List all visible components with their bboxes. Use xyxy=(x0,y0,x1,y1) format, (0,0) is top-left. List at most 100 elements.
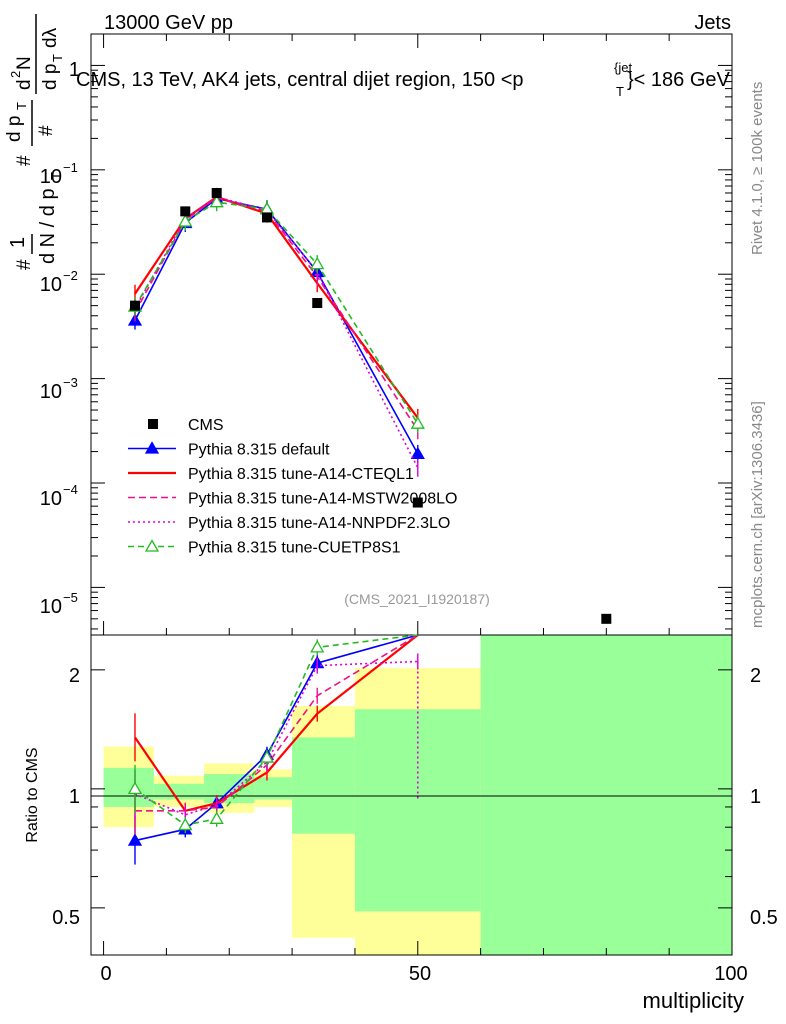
series-marker xyxy=(178,214,193,227)
legend-label: Pythia 8.315 tune-A14-NNPDF2.3LO xyxy=(188,515,450,532)
legend-marker xyxy=(144,441,160,454)
legend-item: Pythia 8.315 tune-A14-NNPDF2.3LO xyxy=(128,515,450,532)
series-line xyxy=(134,196,419,431)
data-point xyxy=(261,212,272,223)
svg-text:−2: −2 xyxy=(63,268,78,283)
svg-text:T: T xyxy=(48,172,63,180)
svg-text:#: # xyxy=(36,125,57,136)
series-line xyxy=(134,195,419,419)
data-point xyxy=(211,187,222,198)
svg-text:10: 10 xyxy=(40,381,62,403)
legend-item: CMS xyxy=(148,417,224,434)
data-points xyxy=(129,187,612,624)
data-point xyxy=(180,206,191,217)
svg-text:1: 1 xyxy=(7,237,29,248)
ratio-marker xyxy=(127,833,143,846)
svg-text:#: # xyxy=(14,155,35,166)
legend-item: Pythia 8.315 tune-CUETP8S1 xyxy=(128,539,401,557)
ratio-marker xyxy=(178,817,193,831)
series-line xyxy=(134,201,419,425)
x-tick-label: 50 xyxy=(409,963,431,985)
y-tick-label: 1 xyxy=(69,59,80,81)
svg-text:−3: −3 xyxy=(63,375,78,390)
svg-text:#: # xyxy=(14,259,35,270)
band-inner xyxy=(292,737,355,834)
svg-text:−5: −5 xyxy=(63,590,78,605)
ratio-marker xyxy=(209,811,224,824)
band-inner xyxy=(204,774,255,804)
plot-title-main: CMS, 13 TeV, AK4 jets, central dijet reg… xyxy=(76,69,524,91)
x-tick-label: 0 xyxy=(100,963,111,985)
y-tick-label: 10 −5 xyxy=(40,590,78,618)
svg-text:d: d xyxy=(14,79,35,90)
series-marker xyxy=(209,194,224,208)
series-line xyxy=(134,197,419,455)
ratio-marker xyxy=(259,750,275,763)
svg-text:d p: d p xyxy=(4,116,25,142)
ratio-marker xyxy=(310,640,325,653)
ratio-y-tick-right: 1 xyxy=(750,786,761,808)
plot-title-sub: T xyxy=(616,84,624,99)
mcplots-label: mcplots.cern.ch [arXiv:1306.3436] xyxy=(749,401,766,628)
x-tick-label: 100 xyxy=(714,963,747,985)
plot-title: CMS, 13 TeV, AK4 jets, central dijet reg… xyxy=(76,60,731,99)
data-point xyxy=(412,497,423,508)
band-inner xyxy=(153,783,205,800)
svg-text:N: N xyxy=(14,56,35,70)
ratio-line xyxy=(134,634,418,826)
svg-text:10: 10 xyxy=(40,596,62,618)
legend-label: Pythia 8.315 default xyxy=(188,442,330,459)
main-series xyxy=(127,187,425,477)
legend-label: Pythia 8.315 tune-A14-CTEQL1 xyxy=(188,466,414,483)
legend-item: Pythia 8.315 tune-A14-CTEQL1 xyxy=(128,466,414,483)
band-inner xyxy=(103,767,154,807)
y-tick-label: 10 −4 xyxy=(40,482,78,510)
ratio-series xyxy=(127,634,419,865)
rivet-label: Rivet 4.1.0, ≥ 100k events xyxy=(749,82,766,255)
legend-item: Pythia 8.315 tune-A14-MSTW2008LO xyxy=(128,491,457,508)
legend-item: Pythia 8.315 default xyxy=(128,441,330,459)
legend: CMS Pythia 8.315 default Pythia 8.315 tune… xyxy=(128,417,457,557)
data-point xyxy=(601,613,612,624)
svg-text:10: 10 xyxy=(40,488,62,510)
data-point xyxy=(312,298,323,309)
series-marker xyxy=(410,446,425,460)
band-inner xyxy=(354,709,481,912)
ratio-marker xyxy=(127,781,143,795)
legend-label: Pythia 8.315 tune-A14-MSTW2008LO xyxy=(188,491,457,508)
legend-label: Pythia 8.315 tune-CUETP8S1 xyxy=(188,540,401,557)
uncertainty-bands xyxy=(103,635,732,955)
legend-label: CMS xyxy=(188,417,224,434)
ratio-line xyxy=(134,634,418,842)
y-tick-label: 10 −3 xyxy=(40,375,78,403)
plot-title-end: }< 186 GeV xyxy=(627,69,731,91)
ratio-line xyxy=(134,660,418,816)
svg-text:dλ: dλ xyxy=(40,27,61,48)
ratio-y-tick-right: 2 xyxy=(750,665,761,687)
main-y-axis-label: # 1 d N / d p T # d p T # d 2 N d p T dλ xyxy=(4,14,65,270)
y-tick-label: 10 −1 xyxy=(40,160,78,188)
svg-text:d p: d p xyxy=(40,64,61,90)
series-marker xyxy=(410,416,425,429)
y-tick-label: 10 −2 xyxy=(40,268,78,296)
axis-ticks xyxy=(91,33,733,955)
x-axis-label: multiplicity xyxy=(643,988,744,1013)
ratio-y-tick-left: 0.5 xyxy=(52,907,80,929)
band-inner xyxy=(254,777,293,800)
data-point xyxy=(129,300,140,311)
ratio-y-tick-left: 2 xyxy=(69,665,80,687)
ratio-line xyxy=(134,634,419,812)
plot-title-sup: {jet xyxy=(614,60,632,75)
ratio-y-tick-left: 1 xyxy=(69,786,80,808)
band-inner xyxy=(480,635,732,955)
series-marker xyxy=(310,256,325,270)
svg-text:−4: −4 xyxy=(63,482,78,497)
svg-text:T: T xyxy=(50,54,65,62)
ratio-y-axis-label: Ratio to CMS xyxy=(24,747,41,842)
main-y-tick-labels: 1 10 −1 10 −2 10 −3 10 −4 10 −5 xyxy=(40,59,80,618)
ratio-panel-frame xyxy=(90,634,733,956)
ratio-y-tick-right: 0.5 xyxy=(750,907,778,929)
legend-swatch xyxy=(148,419,158,429)
svg-text:10: 10 xyxy=(40,274,62,296)
